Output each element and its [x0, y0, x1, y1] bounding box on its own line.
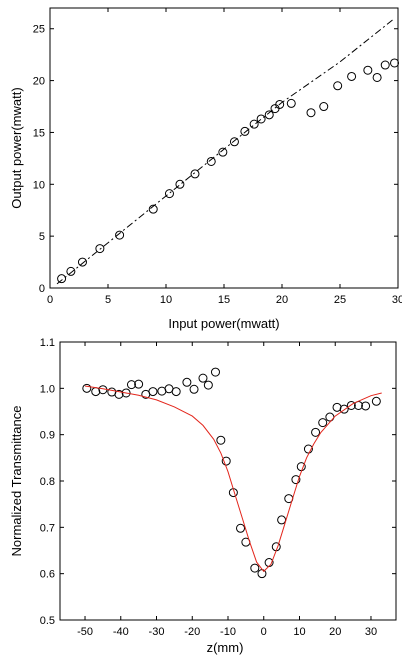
tick-labels: 0 5 10 15 20 25 30 0 5 10 15 20 25 [33, 24, 402, 306]
data-point [275, 99, 285, 109]
x-tick-label: 20 [329, 626, 341, 638]
y-tick-label: 0.8 [40, 476, 55, 488]
data-point [250, 563, 260, 573]
data-point [319, 102, 329, 112]
x-tick-label: -30 [149, 626, 165, 638]
output-vs-input-power-chart: 0 5 10 15 20 25 30 0 5 10 15 20 25 Input power(mwatt… [9, 7, 402, 331]
y-tick-label: 0.5 [40, 615, 55, 627]
data-point [221, 456, 231, 466]
x-tick-label: 0 [261, 626, 267, 638]
y-tick-label: 0.6 [40, 569, 55, 581]
y-tick-label: 0.7 [40, 522, 55, 534]
x-tick-label: -10 [220, 626, 236, 638]
trend-line [56, 18, 395, 285]
data-series [82, 367, 382, 579]
data-point [346, 400, 356, 410]
data-point [189, 384, 199, 394]
data-point [277, 515, 287, 525]
y-tick-label: 15 [33, 127, 45, 139]
y-axis-title: Output power(mwatt) [9, 87, 24, 208]
y-axis-title: Normalized Transmittance [9, 406, 24, 557]
data-point [306, 108, 316, 118]
data-point [66, 266, 76, 276]
data-point [264, 110, 274, 120]
data-point [311, 427, 321, 437]
data-point [229, 137, 239, 147]
y-tick-label: 1.1 [40, 337, 55, 349]
data-point [114, 389, 124, 399]
x-tick-label: 10 [160, 294, 172, 306]
y-tick-label: 5 [39, 231, 45, 243]
y-tick-label: 0 [39, 283, 45, 295]
data-point [148, 204, 158, 214]
transmittance-vs-z-chart: -50 -40 -30 -20 -10 0 10 20 30 0.5 0.6 0.7 0.8 0.9 1.0… [9, 337, 397, 655]
data-point [190, 169, 200, 179]
x-axis-title: z(mm) [207, 640, 244, 655]
data-point [380, 60, 390, 70]
data-point [347, 71, 357, 81]
data-point [249, 119, 259, 129]
x-tick-label: 5 [105, 294, 111, 306]
data-point [134, 379, 144, 389]
data-point [286, 98, 296, 108]
data-point [372, 72, 382, 82]
data-point [270, 104, 280, 114]
data-point [164, 189, 174, 199]
x-tick-label: -20 [184, 626, 200, 638]
y-tick-label: 10 [33, 179, 45, 191]
x-tick-label: 15 [218, 294, 230, 306]
data-point [256, 114, 266, 124]
data-point [318, 418, 328, 428]
data-point [115, 230, 125, 240]
axis-ticks [60, 341, 396, 621]
data-point [210, 367, 220, 377]
data-point [361, 401, 371, 411]
data-point [332, 402, 342, 412]
data-point [303, 444, 313, 454]
data-point [121, 388, 131, 398]
data-point [339, 404, 349, 414]
data-point [206, 156, 216, 166]
axis-ticks [49, 8, 399, 289]
x-tick-label: -40 [113, 626, 129, 638]
data-point [218, 147, 228, 157]
data-point [371, 396, 381, 406]
data-point [203, 380, 213, 390]
data-point [236, 523, 246, 533]
y-tick-label: 0.9 [40, 430, 55, 442]
tick-labels: -50 -40 -30 -20 -10 0 10 20 30 0.5 0.6 0.7 0.8 0.9 1.0… [40, 337, 377, 638]
data-point [77, 257, 87, 267]
data-point [216, 435, 226, 445]
fit-curve [84, 385, 382, 573]
x-tick-label: 0 [47, 294, 53, 306]
data-point [95, 244, 105, 254]
data-series [56, 18, 400, 285]
data-point [333, 81, 343, 91]
x-tick-label: 30 [365, 626, 377, 638]
data-point [175, 179, 185, 189]
plot-frame [59, 341, 397, 621]
data-point [182, 377, 192, 387]
x-tick-label: 20 [276, 294, 288, 306]
y-tick-label: 25 [33, 24, 45, 36]
data-point [240, 126, 250, 136]
x-tick-label: 25 [334, 294, 346, 306]
data-point [291, 475, 301, 485]
x-tick-label: 10 [293, 626, 305, 638]
y-tick-label: 20 [33, 76, 45, 88]
y-tick-label: 1.0 [40, 383, 55, 395]
data-point [325, 412, 335, 422]
x-axis-title: Input power(mwatt) [168, 316, 279, 331]
data-point [148, 387, 158, 397]
data-point [171, 387, 181, 397]
x-tick-label: 30 [392, 294, 402, 306]
data-point [363, 65, 373, 75]
x-tick-label: -50 [77, 626, 93, 638]
data-point [82, 383, 92, 393]
data-point [57, 274, 67, 284]
data-point [126, 380, 136, 390]
data-point [198, 373, 208, 383]
data-point [390, 58, 400, 68]
